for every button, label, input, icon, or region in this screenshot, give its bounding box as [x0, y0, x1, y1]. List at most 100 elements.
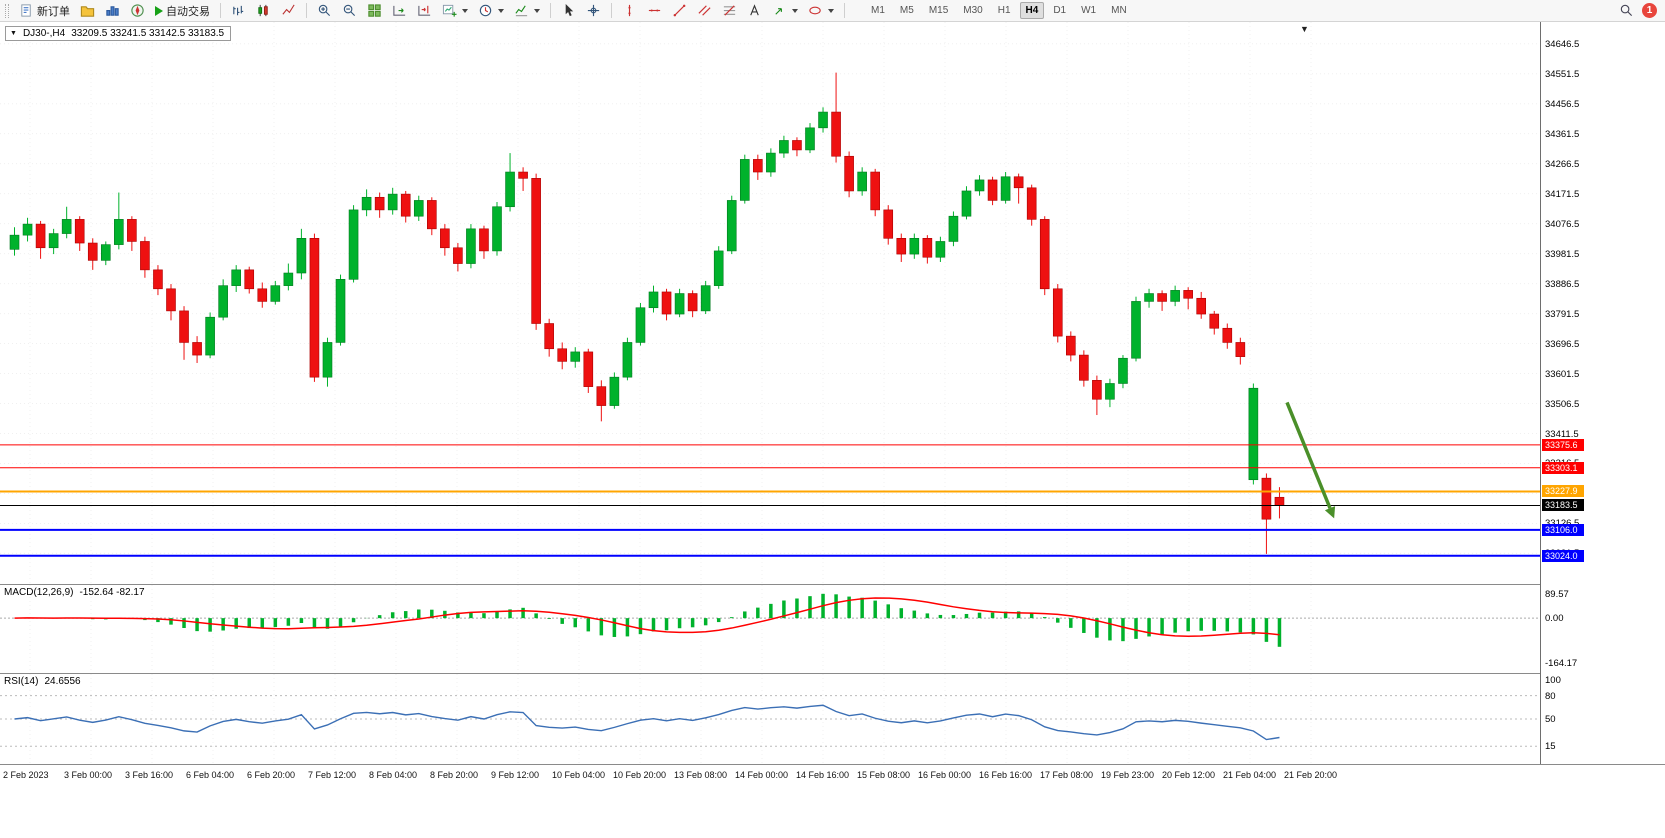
text-tool-icon	[750, 4, 759, 16]
timeframe-M30[interactable]: M30	[963, 5, 983, 16]
price-chart-panel: ▼ DJ30-,H4 33209.5 33241.5 33142.5 33183…	[0, 22, 1540, 584]
price-axis[interactable]: 34646.5 34551.5 34456.5 34361.5 34266.5 34171…	[1540, 22, 1665, 764]
indicators-button[interactable]	[510, 1, 544, 20]
vertical-line-button[interactable]	[618, 1, 641, 20]
toolbar-separator	[611, 3, 612, 18]
candle-body	[753, 159, 763, 173]
vertical-line-icon	[628, 4, 631, 17]
market-watch-button[interactable]	[101, 1, 124, 20]
dropdown-caret-icon	[792, 8, 798, 13]
candle-body	[531, 178, 541, 324]
navigator-button[interactable]	[126, 1, 149, 20]
candle-body	[1261, 477, 1272, 520]
auto-scroll-button[interactable]	[388, 1, 411, 20]
candle-body	[479, 228, 489, 252]
candlestick-chart-button[interactable]	[252, 1, 275, 20]
toolbar-grip[interactable]	[5, 3, 9, 18]
candle-body	[244, 269, 255, 290]
bar-chart-icon	[233, 5, 244, 16]
macd-label-row: MACD(12,26,9) -152.64 -82.17	[4, 587, 145, 598]
profiles-button[interactable]	[76, 1, 99, 20]
rsi-axis-label: 80	[1545, 690, 1556, 702]
candle-body	[179, 310, 189, 343]
candle-body	[922, 238, 933, 258]
candle-body	[622, 342, 633, 378]
price-label: 33601.5	[1545, 368, 1580, 380]
time-label: 8 Feb 20:00	[430, 770, 479, 780]
zoom-in-button[interactable]	[313, 1, 336, 20]
price-label: 33791.5	[1545, 308, 1580, 320]
time-label: 16 Feb 00:00	[918, 770, 972, 780]
trend-arrow[interactable]	[1285, 401, 1332, 509]
macd-canvas[interactable]	[0, 585, 1540, 673]
new-order-icon	[21, 4, 31, 17]
time-label: 6 Feb 04:00	[186, 770, 235, 780]
bar-chart-button[interactable]	[227, 1, 250, 20]
candle-body	[35, 223, 46, 249]
time-axis[interactable]: 2 Feb 2023 3 Feb 00:00 3 Feb 16:00 6 Feb 04…	[0, 764, 1665, 786]
fibonacci-button[interactable]	[718, 1, 741, 20]
dropdown-caret-icon	[534, 8, 540, 13]
timeframe-M1[interactable]: M1	[871, 5, 885, 16]
time-label: 20 Feb 12:00	[1162, 770, 1216, 780]
rsi-canvas[interactable]	[0, 674, 1540, 764]
price-badge-33375.6: 33375.6	[1542, 438, 1584, 451]
price-label: 33696.5	[1545, 338, 1580, 350]
timeframe-W1[interactable]: W1	[1081, 5, 1097, 16]
price-badge-33024.0: 33024.0	[1542, 549, 1584, 562]
candle-body	[818, 111, 828, 129]
rsi-axis-label: 15	[1545, 741, 1556, 753]
line-chart-button[interactable]	[277, 1, 300, 20]
timeframe-D1[interactable]: D1	[1053, 5, 1067, 16]
candle-body	[1000, 176, 1011, 201]
time-label: 6 Feb 20:00	[247, 770, 296, 780]
cursor-button[interactable]	[557, 1, 580, 20]
candle-body	[726, 200, 737, 252]
price-label: 34551.5	[1545, 68, 1580, 80]
candle-body	[127, 219, 137, 242]
horizontal-line-button[interactable]	[643, 1, 666, 20]
macd-panel: MACD(12,26,9) -152.64 -82.17	[0, 584, 1540, 673]
chart-window: ▼ DJ30-,H4 33209.5 33241.5 33142.5 33183…	[0, 22, 1665, 786]
tile-windows-button[interactable]	[363, 1, 386, 20]
candle-body	[440, 228, 450, 249]
price-chart-canvas[interactable]	[0, 22, 1540, 584]
candle-body	[1092, 380, 1102, 400]
candlestick-chart-icon	[258, 4, 268, 17]
chart-shift-button[interactable]	[413, 1, 436, 20]
timeframe-MN[interactable]: MN	[1111, 5, 1127, 16]
collapse-triangle-icon[interactable]: ▼	[10, 30, 17, 37]
dropdown-caret-icon	[828, 8, 834, 13]
candle-body	[948, 215, 959, 242]
scroll-to-end-icon[interactable]: ▼	[1300, 24, 1309, 34]
candle-body	[48, 233, 59, 249]
candle-body	[505, 171, 515, 208]
arrow-tools-button[interactable]	[768, 1, 802, 20]
zoom-out-button[interactable]	[338, 1, 361, 20]
timeframe-H1[interactable]: H1	[997, 5, 1011, 16]
candle-body	[1222, 327, 1233, 343]
new-chart-button[interactable]	[438, 1, 472, 20]
search-icon[interactable]	[1619, 3, 1634, 18]
notification-badge[interactable]: 1	[1642, 3, 1657, 18]
channel-button[interactable]	[693, 1, 716, 20]
time-label: 3 Feb 00:00	[64, 770, 113, 780]
clock-icon	[479, 4, 492, 17]
candle-body	[1170, 290, 1180, 302]
trendline-button[interactable]	[668, 1, 691, 20]
macd-name: MACD(12,26,9)	[4, 587, 74, 598]
new-order-button[interactable]: 新订单	[15, 1, 74, 20]
timeframe-M15[interactable]: M15	[928, 5, 949, 16]
auto-trading-button[interactable]: 自动交易	[151, 1, 214, 20]
crosshair-button[interactable]	[582, 1, 605, 20]
periods-button[interactable]	[474, 1, 508, 20]
candle-body	[1066, 335, 1076, 356]
candle-body	[348, 209, 359, 280]
candle-body	[1052, 288, 1063, 337]
candle-body	[870, 171, 880, 211]
tile-windows-icon	[368, 4, 381, 17]
text-tool-button[interactable]	[743, 1, 766, 20]
shapes-button[interactable]	[804, 1, 838, 20]
timeframe-H4[interactable]: H4	[1019, 2, 1045, 19]
timeframe-M5[interactable]: M5	[899, 5, 914, 16]
